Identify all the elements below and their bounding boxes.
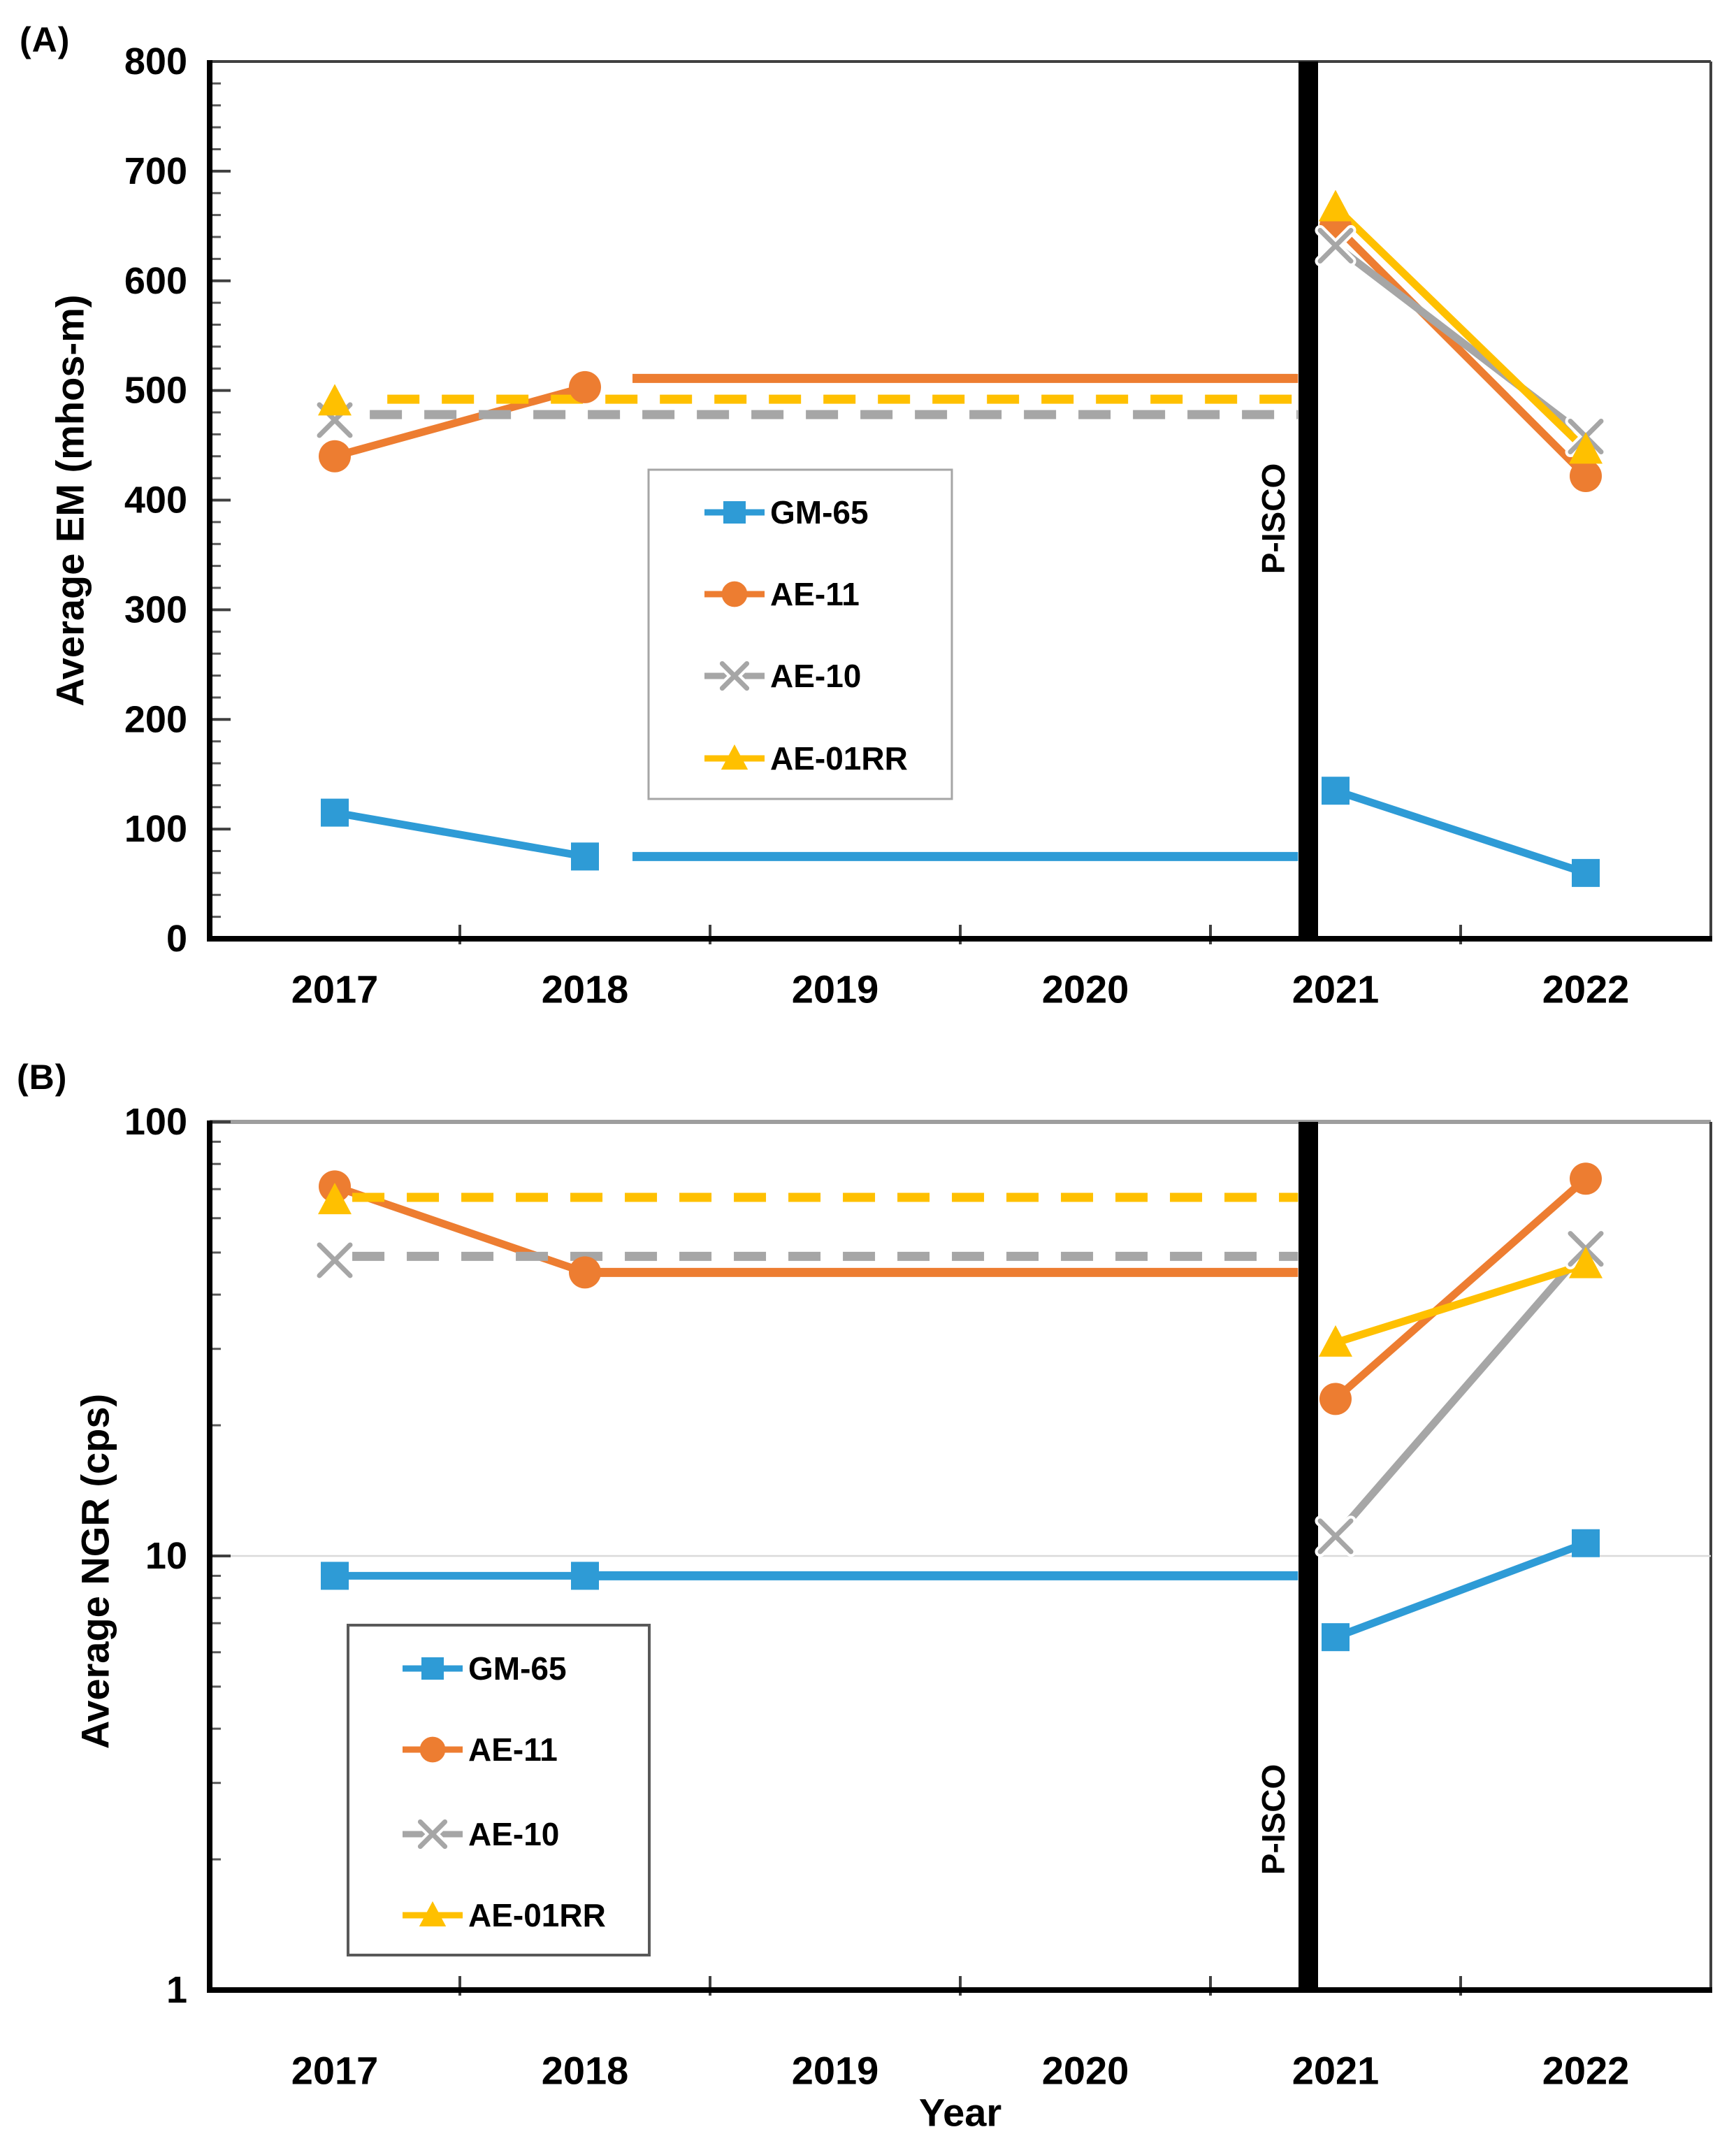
series-line-post-ae-01rr bbox=[1331, 1260, 1590, 1347]
data-point-gm-65-square bbox=[571, 842, 599, 871]
series-line-post-gm-65 bbox=[1331, 786, 1590, 877]
x-tick-label: 2017 bbox=[291, 967, 379, 1011]
legend-marker-ae-10-x bbox=[417, 1819, 448, 1850]
data-point-ae-01rr-triangle bbox=[1319, 189, 1352, 222]
legend-box-A bbox=[647, 468, 953, 800]
data-point-ae-01rr-triangle bbox=[1319, 1325, 1352, 1357]
data-point-gm-65-square bbox=[1572, 1529, 1600, 1557]
data-point-ae-11-circle bbox=[1319, 1383, 1352, 1415]
legend-marker-ae-01rr-triangle bbox=[419, 1901, 447, 1926]
data-point-ae-01rr-triangle bbox=[1569, 1246, 1603, 1278]
legend-marker-gm-65-square bbox=[723, 501, 746, 524]
series-line-post-ae-01rr bbox=[1331, 203, 1590, 454]
data-point-gm-65-square bbox=[1322, 777, 1350, 805]
x-tick-label: 2017 bbox=[291, 2049, 379, 2093]
series-line-post-gm-65 bbox=[1331, 1539, 1590, 1641]
y-axis-title-A: Average EM (mhos-m) bbox=[48, 294, 92, 706]
y-tick-label: 800 bbox=[124, 41, 187, 82]
legend-box-B bbox=[347, 1624, 651, 1956]
legend-label-ae-10: AE-10 bbox=[468, 1816, 559, 1852]
x-axis-title: Year bbox=[919, 2091, 1001, 2135]
panel-label-a: (A) bbox=[20, 20, 71, 59]
x-tick-label: 2021 bbox=[1292, 2049, 1380, 2093]
data-point-ae-11-circle bbox=[319, 440, 351, 473]
x-tick-label: 2020 bbox=[1042, 2049, 1129, 2093]
x-tick-label: 2022 bbox=[1542, 2049, 1630, 2093]
y-tick-label: 100 bbox=[124, 808, 187, 850]
x-tick-label: 2021 bbox=[1292, 967, 1380, 1011]
data-point-ae-11-circle bbox=[1570, 1162, 1602, 1195]
series-line-pre-ae-11 bbox=[331, 383, 589, 461]
y-tick-label: 700 bbox=[124, 150, 187, 192]
series-line-post-ae-10 bbox=[1331, 1245, 1590, 1541]
y-axis-title-B: Average NGR (cps) bbox=[73, 1394, 117, 1749]
legend-label-ae-01rr: AE-01RR bbox=[770, 740, 908, 777]
x-tick-label: 2018 bbox=[542, 2049, 629, 2093]
data-point-ae-11-circle bbox=[1570, 459, 1602, 492]
legend-marker-ae-10-x bbox=[719, 661, 750, 691]
data-point-gm-65-square bbox=[1572, 858, 1600, 887]
legend-label-ae-10: AE-10 bbox=[770, 658, 861, 694]
y-tick-label: 600 bbox=[124, 260, 187, 302]
legend-marker-ae-11-circle bbox=[721, 581, 748, 607]
annotation-bar-A bbox=[1299, 62, 1318, 939]
series-line-post-ae-11 bbox=[1331, 222, 1590, 480]
data-point-ae-11-circle bbox=[569, 370, 601, 403]
y-tick-label: 100 bbox=[124, 1101, 187, 1143]
data-point-ae-11-circle bbox=[569, 1256, 601, 1289]
annotation-label-B: P-ISCO bbox=[1255, 1764, 1292, 1875]
data-point-gm-65-square bbox=[321, 1562, 349, 1590]
y-tick-label: 500 bbox=[124, 370, 187, 412]
legend-label-ae-01rr: AE-01RR bbox=[468, 1897, 606, 1933]
y-tick-label: 300 bbox=[124, 589, 187, 630]
panel-label-b: (B) bbox=[17, 1058, 68, 1097]
x-tick-label: 2019 bbox=[792, 967, 879, 1011]
y-tick-label: 400 bbox=[124, 480, 187, 521]
data-point-ae-10-x bbox=[1317, 1518, 1354, 1555]
data-point-gm-65-square bbox=[571, 1562, 599, 1590]
y-tick-label: 1 bbox=[166, 1969, 187, 2011]
legend-label-ae-11: AE-11 bbox=[468, 1731, 558, 1768]
data-point-ae-01rr-triangle bbox=[318, 1183, 352, 1215]
y-tick-label: 200 bbox=[124, 698, 187, 740]
legend-marker-ae-01rr-triangle bbox=[721, 744, 748, 770]
plot-area-A bbox=[210, 62, 1711, 939]
y-tick-label: 10 bbox=[145, 1535, 187, 1577]
data-point-ae-10-x bbox=[317, 1242, 353, 1278]
x-tick-label: 2020 bbox=[1042, 967, 1129, 1011]
series-line-post-ae-11 bbox=[1331, 1174, 1590, 1403]
annotation-label-A: P-ISCO bbox=[1255, 463, 1292, 574]
x-tick-label: 2019 bbox=[792, 2049, 879, 2093]
legend-marker-ae-11-circle bbox=[419, 1736, 446, 1763]
legend-label-ae-11: AE-11 bbox=[770, 576, 860, 612]
x-tick-label: 2022 bbox=[1542, 967, 1630, 1011]
y-tick-label: 0 bbox=[166, 918, 187, 960]
data-point-ae-01rr-triangle bbox=[1569, 432, 1603, 464]
data-point-gm-65-square bbox=[321, 798, 349, 827]
series-line-pre-gm-65 bbox=[331, 809, 589, 860]
x-tick-label: 2018 bbox=[542, 967, 629, 1011]
legend-label-gm-65: GM-65 bbox=[770, 494, 869, 531]
legend-label-gm-65: GM-65 bbox=[468, 1650, 567, 1687]
data-point-gm-65-square bbox=[1322, 1623, 1350, 1652]
data-point-ae-01rr-triangle bbox=[318, 384, 352, 416]
data-point-ae-10-x bbox=[1317, 228, 1354, 264]
legend-marker-gm-65-square bbox=[421, 1657, 444, 1680]
annotation-bar-B bbox=[1299, 1122, 1318, 1990]
